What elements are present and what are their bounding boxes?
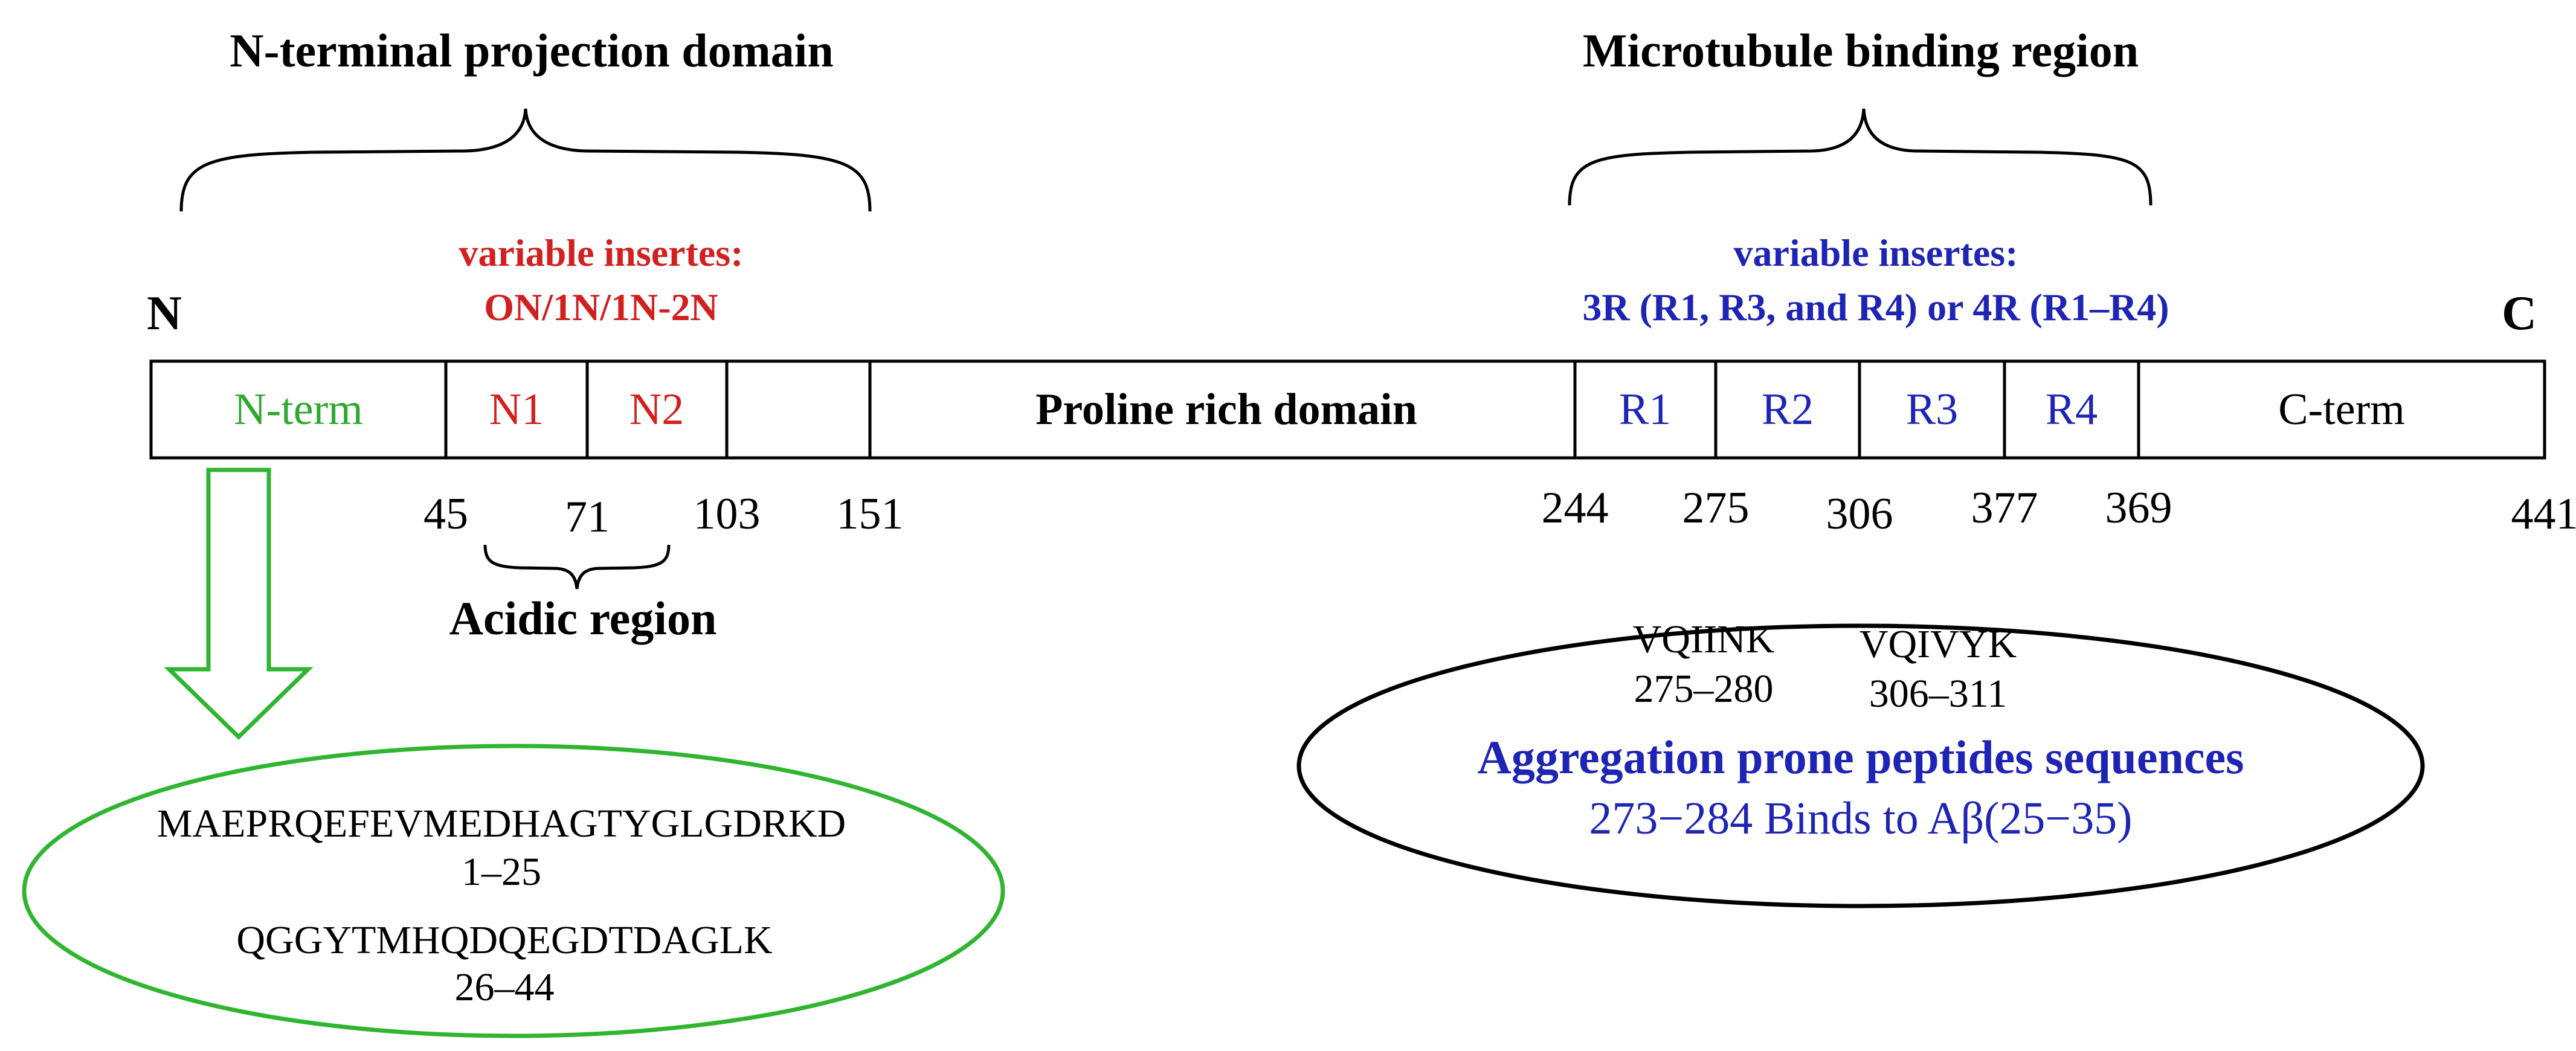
segment-n1: N1 (489, 385, 544, 434)
n-terminal-brace (179, 108, 872, 212)
segment-r2: R2 (1762, 385, 1814, 434)
segment-r1: R1 (1619, 385, 1671, 434)
segment-n2: N2 (630, 385, 684, 434)
segment-r3: R3 (1906, 385, 1958, 434)
aggregation-peptide-1: VQIINK (1633, 617, 1775, 661)
n-inserts-label: variable insertes: (459, 231, 744, 274)
segment-nterm: N-term (234, 385, 363, 434)
position-369: 369 (2105, 483, 2172, 533)
segment-cterm: C-term (2278, 385, 2405, 434)
aggregation-title: Aggregation prone peptides sequences (1478, 731, 2244, 783)
microtubule-binding-region-title: Microtubule binding region (1583, 24, 2139, 77)
position-377: 377 (1971, 483, 2038, 533)
c-terminus-label: C (2502, 287, 2537, 340)
n-terminal-domain-title: N-terminal projection domain (230, 24, 833, 77)
n-term-range-2: 26–44 (455, 965, 555, 1009)
n-term-sequence-ellipse (22, 744, 1005, 1038)
position-71: 71 (565, 492, 610, 542)
n-terminus-label: N (147, 287, 182, 340)
domain-bar (149, 359, 2546, 460)
residue-positions: 45 71 103 151 244 275 306 377 369 441 (423, 483, 2576, 542)
position-151: 151 (837, 489, 904, 539)
n-term-sequence-2: QGGYTMHQDQEGDTDAGLK (236, 918, 772, 962)
n-term-sequence-arrow (164, 468, 314, 740)
position-45: 45 (423, 489, 468, 539)
acidic-region-label: Acidic region (449, 592, 717, 644)
position-244: 244 (1542, 483, 1609, 533)
n-term-range-1: 1–25 (462, 850, 541, 894)
segment-proline-rich-domain: Proline rich domain (1035, 385, 1417, 434)
n-term-sequence-1: MAEPRQEFEVMEDHAGTYGLGDRKD (157, 802, 846, 846)
n-inserts-value: ON/1N/1N-2N (484, 286, 718, 329)
r-inserts-label: variable insertes: (1734, 231, 2018, 274)
acidic-region-brace (483, 544, 671, 590)
r-inserts-value: 3R (R1, R3, and R4) or 4R (R1–R4) (1582, 286, 2169, 329)
microtubule-brace (1568, 108, 2153, 206)
position-103: 103 (694, 489, 761, 539)
aggregation-range-2: 306–311 (1869, 672, 2008, 716)
aggregation-ellipse (1296, 623, 2425, 908)
aggregation-peptide-2: VQIVYK (1860, 622, 2017, 666)
aggregation-range-1: 275–280 (1634, 667, 1774, 711)
aggregation-binding-text: 273−284 Binds to Aβ(25−35) (1589, 793, 2132, 844)
segment-dividers (444, 361, 2140, 458)
position-441: 441 (2511, 489, 2576, 539)
position-275: 275 (1682, 483, 1750, 533)
position-306: 306 (1826, 489, 1893, 539)
segment-r4: R4 (2046, 385, 2098, 434)
